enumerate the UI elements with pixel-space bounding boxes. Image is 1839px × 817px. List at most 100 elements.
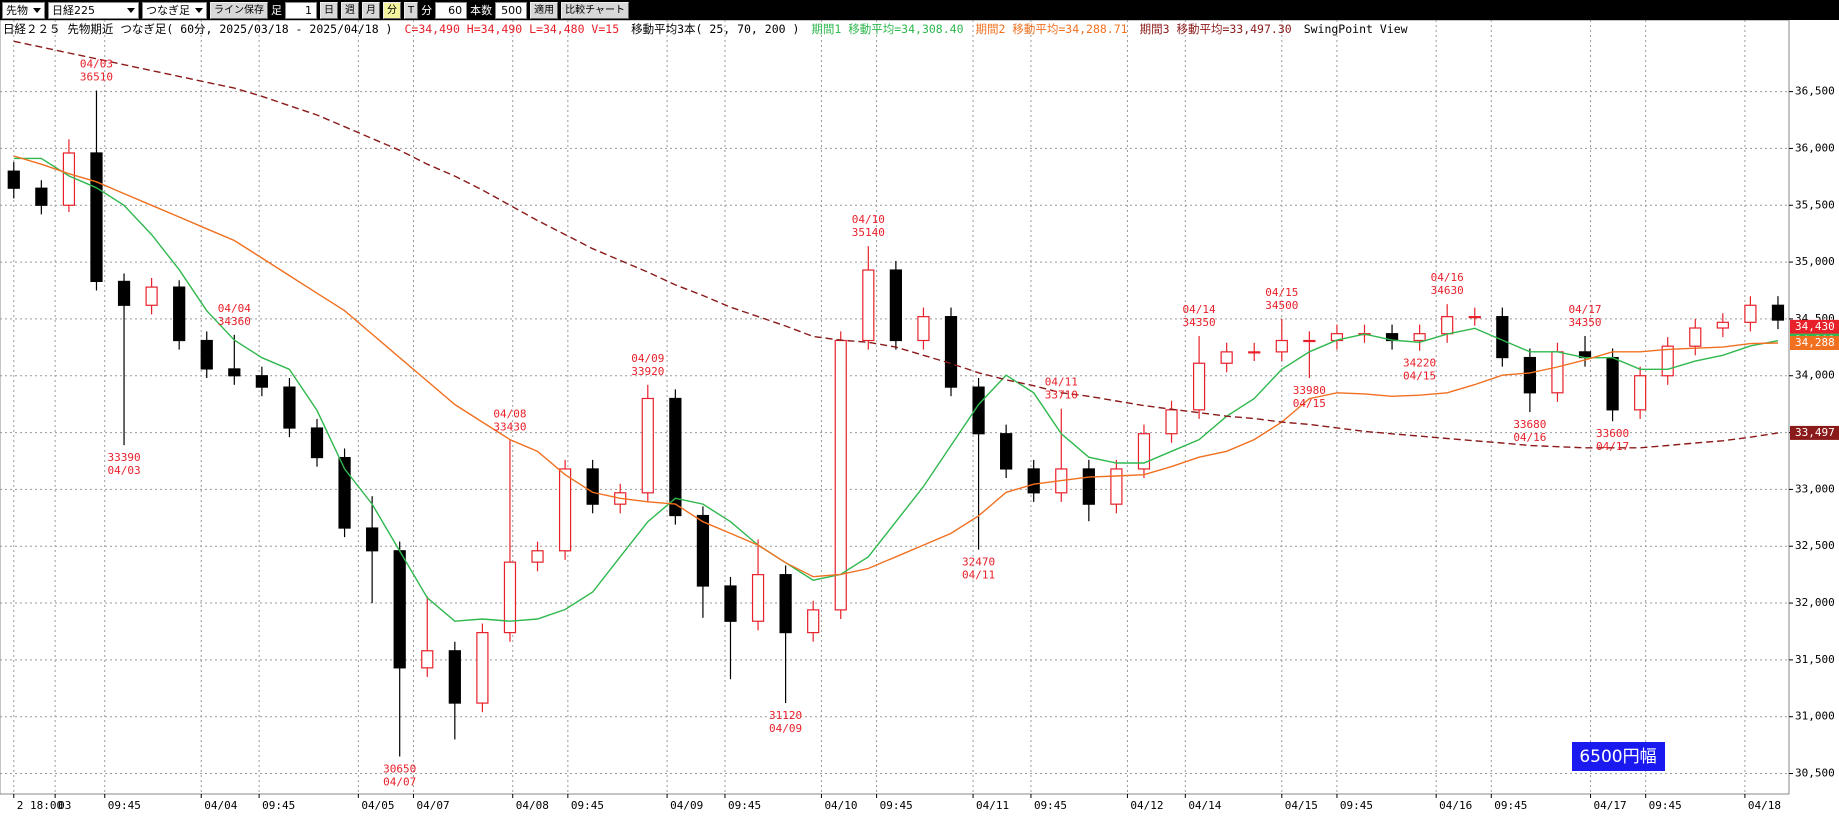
x-tick-label: 09:45	[1340, 799, 1373, 812]
x-tick-label: 04/17	[1594, 799, 1627, 812]
candle-body	[1165, 409, 1178, 435]
legend-entry: 期間2 移動平均=34,288.71	[975, 22, 1128, 36]
price-marker	[1790, 319, 1839, 334]
candle-body	[393, 550, 406, 669]
compare-button[interactable]: 比較チャート	[561, 1, 630, 19]
swing-price: 34360	[218, 315, 251, 328]
candle-body	[228, 368, 241, 377]
candle-body	[531, 550, 544, 563]
swing-date: 04/07	[383, 775, 416, 788]
x-tick-label: 04/18	[1748, 799, 1781, 812]
candle-body	[173, 286, 186, 342]
candle-body	[338, 456, 351, 529]
swing-price: 33680	[1513, 418, 1546, 431]
plot-content	[7, 40, 1785, 757]
x-tick-label: 04/08	[516, 799, 549, 812]
candle-body	[1413, 333, 1426, 342]
swing-date: 04/10	[852, 213, 885, 226]
candle-body	[1744, 304, 1757, 323]
x-tick-label: 04/10	[824, 799, 857, 812]
symbol-select[interactable]: 日経225	[48, 1, 139, 19]
market-select[interactable]: 先物	[2, 1, 45, 19]
x-tick-label: 04/04	[204, 799, 237, 812]
candle-body	[641, 397, 654, 494]
swing-price: 36510	[80, 70, 113, 83]
y-tick-label: 31,000	[1795, 710, 1835, 723]
bars-label: 本数	[470, 4, 493, 17]
swing-date: 04/09	[631, 352, 664, 365]
bar-count-input[interactable]: 1	[285, 1, 317, 19]
chart-type-select[interactable]: つなぎ足	[142, 1, 207, 19]
swing-price: 33710	[1045, 389, 1078, 402]
swing-date: 04/17	[1568, 303, 1601, 316]
x-tick-label: 04/15	[1285, 799, 1318, 812]
swing-price: 33600	[1596, 427, 1629, 440]
candle-body	[1110, 468, 1123, 505]
interval-input[interactable]: 60	[435, 1, 468, 19]
period-button[interactable]: 分	[383, 1, 401, 19]
period-button[interactable]: T	[404, 1, 419, 19]
bars-input[interactable]: 500	[495, 1, 528, 19]
period-button[interactable]: 月	[362, 1, 380, 19]
candle-body	[751, 574, 765, 622]
y-tick-label: 36,000	[1795, 141, 1835, 154]
candle-body	[145, 286, 158, 306]
x-tick-label: 2 18:00	[17, 799, 63, 812]
candle-body	[1661, 345, 1674, 377]
x-tick-label: 09:45	[1649, 799, 1682, 812]
y-tick-label: 33,000	[1795, 482, 1835, 495]
ohlc-summary: C=34,490 H=34,490 L=34,480 V=15	[404, 22, 620, 36]
moving-average-line	[13, 155, 1779, 578]
toolbar: 先物 日経225 つなぎ足 ライン保存 足 1 日 週 月 分 T 分 60 本…	[0, 0, 1839, 20]
candle-body	[476, 632, 489, 704]
legend-entry: 期間1 移動平均=34,308.40	[811, 22, 964, 36]
candle-body	[558, 468, 572, 552]
period-button[interactable]: 日	[320, 1, 338, 19]
candle-body	[1192, 362, 1206, 411]
candle-body	[724, 585, 737, 622]
candle-body	[448, 650, 461, 704]
candle-body	[1137, 433, 1151, 470]
swing-date: 04/17	[1596, 440, 1629, 453]
candle-body	[1551, 351, 1564, 394]
candle-body	[1248, 351, 1261, 354]
moving-average-line	[13, 157, 1779, 622]
swing-price: 30650	[383, 762, 416, 775]
candle-body	[283, 386, 296, 429]
candle-body	[1441, 316, 1454, 335]
x-tick-label: 09:45	[1034, 799, 1067, 812]
swing-price: 35140	[852, 226, 885, 239]
x-tick-label: 03	[58, 799, 71, 812]
swing-date: 04/11	[1045, 376, 1078, 389]
ma-title: 移動平均3本( 25, 70, 200 )	[631, 22, 800, 36]
swing-date: 04/15	[1265, 286, 1298, 299]
y-tick-label: 34,000	[1795, 369, 1835, 382]
save-line-button[interactable]: ライン保存	[210, 1, 268, 19]
candle-body	[1496, 316, 1509, 359]
x-tick-label: 09:45	[880, 799, 913, 812]
x-tick-label: 09:45	[108, 799, 141, 812]
x-tick-label: 04/07	[416, 799, 449, 812]
bar-label: 足	[271, 4, 282, 17]
badge-box	[1572, 742, 1665, 771]
swing-date: 04/15	[1403, 370, 1436, 383]
candle-body	[1027, 468, 1040, 494]
plot-area	[0, 19, 1790, 795]
candle-body	[696, 514, 710, 587]
swing-date: 04/14	[1183, 303, 1216, 316]
candle-body	[1523, 356, 1536, 394]
swing-date: 04/15	[1293, 397, 1326, 410]
candle-body	[944, 316, 958, 388]
candle-body	[669, 397, 682, 517]
apply-button[interactable]: 適用	[530, 1, 559, 19]
candle-body	[90, 152, 103, 283]
x-tick-label: 09:45	[1494, 799, 1527, 812]
y-tick-label: 31,500	[1795, 653, 1835, 666]
y-tick-label: 36,500	[1795, 85, 1835, 98]
x-tick-label: 04/14	[1188, 799, 1221, 812]
y-tick-label: 35,000	[1795, 255, 1835, 268]
period-button[interactable]: 週	[341, 1, 359, 19]
swing-price: 34500	[1265, 299, 1298, 312]
